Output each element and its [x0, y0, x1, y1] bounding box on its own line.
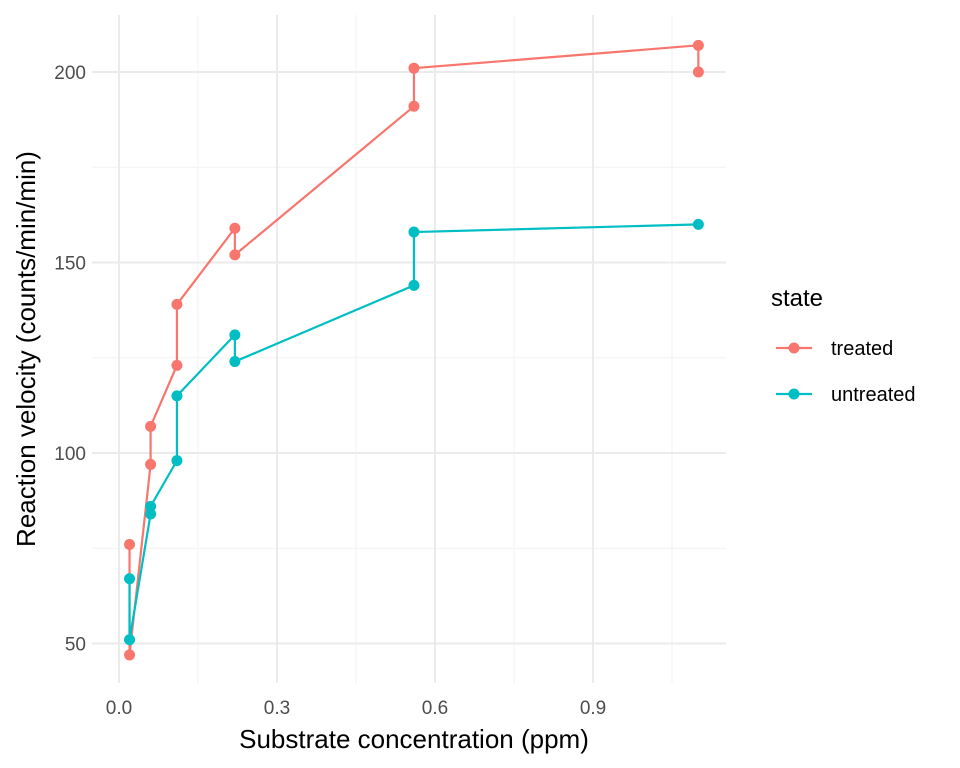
legend-label-treated: treated — [831, 338, 893, 360]
x-axis-label: Substrate concentration (ppm) — [239, 724, 589, 754]
data-point-treated — [145, 458, 157, 470]
legend: state treated untreated — [771, 285, 916, 406]
series-line-treated — [128, 44, 700, 656]
legend-title: state — [771, 285, 823, 312]
data-point-untreated — [408, 226, 420, 238]
data-point-treated — [408, 100, 420, 112]
data-point-treated — [692, 66, 704, 78]
grid — [92, 15, 726, 683]
x-tick-label: 0.6 — [422, 698, 448, 719]
data-point-treated — [145, 420, 157, 432]
data-point-untreated — [229, 356, 241, 368]
data-point-treated — [229, 249, 241, 261]
data-point-untreated — [145, 508, 157, 520]
legend-point-untreated — [788, 388, 800, 400]
data-point-untreated — [229, 329, 241, 341]
data-point-treated — [408, 62, 420, 74]
series-layer — [124, 39, 704, 661]
axes: 0.0 0.3 0.6 0.9 50 100 150 200 — [54, 63, 606, 719]
data-point-treated — [171, 359, 183, 371]
data-point-untreated — [692, 218, 704, 230]
data-point-untreated — [124, 573, 136, 585]
data-point-treated — [124, 538, 136, 550]
data-point-treated — [124, 649, 136, 661]
x-tick-label: 0.3 — [264, 698, 290, 719]
legend-label-untreated: untreated — [831, 384, 916, 406]
data-point-untreated — [124, 634, 136, 646]
data-point-untreated — [171, 390, 183, 402]
y-axis-label: Reaction velocity (counts/min/min) — [11, 151, 41, 547]
x-tick-label: 0.9 — [580, 698, 606, 719]
y-tick-label: 150 — [54, 254, 86, 275]
data-point-untreated — [408, 279, 420, 291]
y-tick-label: 200 — [54, 63, 86, 84]
data-point-treated — [229, 222, 241, 234]
legend-point-treated — [788, 342, 800, 354]
data-point-untreated — [145, 500, 157, 512]
data-point-untreated — [171, 455, 183, 467]
y-tick-label: 50 — [65, 635, 86, 656]
data-point-treated — [692, 39, 704, 51]
data-point-treated — [171, 298, 183, 310]
x-tick-label: 0.0 — [106, 698, 132, 719]
y-tick-label: 100 — [54, 444, 86, 465]
